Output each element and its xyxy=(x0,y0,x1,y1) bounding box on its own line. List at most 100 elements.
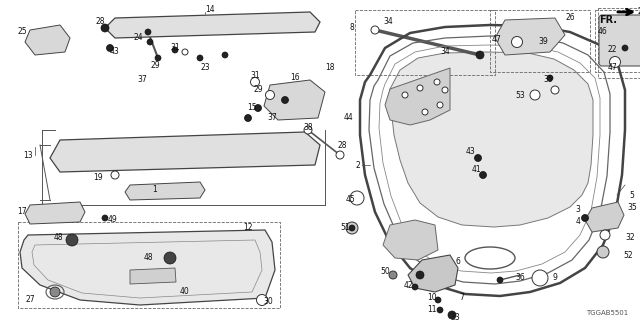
Circle shape xyxy=(336,151,344,159)
Text: 28: 28 xyxy=(337,140,347,149)
Text: 18: 18 xyxy=(325,63,335,73)
Circle shape xyxy=(147,39,153,45)
Text: 9: 9 xyxy=(552,274,557,283)
Text: 48: 48 xyxy=(143,253,153,262)
Circle shape xyxy=(258,296,266,304)
Text: 15: 15 xyxy=(247,103,257,113)
Circle shape xyxy=(244,115,252,122)
Text: 2: 2 xyxy=(356,161,360,170)
Text: 11: 11 xyxy=(428,306,436,315)
Circle shape xyxy=(412,284,418,290)
Text: 37: 37 xyxy=(267,114,277,123)
Text: 47: 47 xyxy=(492,36,502,44)
Text: 35: 35 xyxy=(543,76,553,84)
Circle shape xyxy=(597,246,609,258)
Polygon shape xyxy=(264,80,325,120)
Circle shape xyxy=(513,38,521,46)
Circle shape xyxy=(66,234,78,246)
Polygon shape xyxy=(383,220,438,260)
Polygon shape xyxy=(125,182,205,200)
Text: 23: 23 xyxy=(200,63,210,73)
Text: 6: 6 xyxy=(456,258,460,267)
Circle shape xyxy=(111,171,119,179)
Text: 24: 24 xyxy=(133,34,143,43)
Circle shape xyxy=(600,230,610,240)
Text: 40: 40 xyxy=(180,287,190,297)
Circle shape xyxy=(346,222,358,234)
Circle shape xyxy=(250,77,259,86)
Circle shape xyxy=(609,57,621,68)
Text: 52: 52 xyxy=(623,251,633,260)
Text: 29: 29 xyxy=(253,85,263,94)
Circle shape xyxy=(448,311,456,319)
Circle shape xyxy=(437,307,443,313)
Circle shape xyxy=(182,49,188,55)
Circle shape xyxy=(350,191,364,205)
Text: 7: 7 xyxy=(460,293,465,302)
Polygon shape xyxy=(408,255,458,292)
Circle shape xyxy=(101,24,109,32)
Text: 38: 38 xyxy=(303,124,313,132)
Circle shape xyxy=(145,29,151,35)
Circle shape xyxy=(50,287,60,297)
Circle shape xyxy=(155,55,161,61)
Polygon shape xyxy=(495,18,565,55)
Text: 32: 32 xyxy=(625,234,635,243)
Circle shape xyxy=(530,90,540,100)
Text: 31: 31 xyxy=(170,44,180,52)
Text: 16: 16 xyxy=(290,74,300,83)
Circle shape xyxy=(197,55,203,61)
Circle shape xyxy=(611,58,619,66)
Polygon shape xyxy=(105,12,320,38)
Text: 30: 30 xyxy=(263,298,273,307)
Polygon shape xyxy=(585,202,624,232)
Circle shape xyxy=(479,172,486,179)
Text: 43: 43 xyxy=(465,148,475,156)
Circle shape xyxy=(164,252,176,264)
Text: 14: 14 xyxy=(205,5,215,14)
Polygon shape xyxy=(385,68,450,125)
Circle shape xyxy=(416,271,424,279)
Polygon shape xyxy=(25,25,70,55)
Text: 4: 4 xyxy=(575,218,580,227)
Circle shape xyxy=(389,271,397,279)
Circle shape xyxy=(266,91,275,100)
Text: 34: 34 xyxy=(440,47,450,57)
Text: 41: 41 xyxy=(471,165,481,174)
Circle shape xyxy=(255,105,262,111)
Text: 22: 22 xyxy=(607,45,617,54)
Text: 28: 28 xyxy=(95,18,105,27)
Text: 44: 44 xyxy=(343,114,353,123)
Circle shape xyxy=(497,277,503,283)
Text: 26: 26 xyxy=(565,13,575,22)
Text: 33: 33 xyxy=(450,314,460,320)
Circle shape xyxy=(257,294,268,306)
Circle shape xyxy=(402,92,408,98)
Circle shape xyxy=(371,26,379,34)
Circle shape xyxy=(582,214,589,221)
Text: 43: 43 xyxy=(110,47,120,57)
Circle shape xyxy=(435,297,441,303)
Text: 10: 10 xyxy=(427,293,437,302)
Circle shape xyxy=(442,87,448,93)
Circle shape xyxy=(547,75,553,81)
Circle shape xyxy=(434,79,440,85)
Text: 46: 46 xyxy=(597,28,607,36)
Text: 50: 50 xyxy=(380,268,390,276)
Text: 36: 36 xyxy=(515,274,525,283)
Circle shape xyxy=(534,272,546,284)
Text: 51: 51 xyxy=(340,223,350,233)
Text: 29: 29 xyxy=(150,60,160,69)
Polygon shape xyxy=(389,52,593,227)
Text: 39: 39 xyxy=(538,37,548,46)
Circle shape xyxy=(417,85,423,91)
Circle shape xyxy=(252,78,259,85)
Text: 19: 19 xyxy=(93,173,103,182)
Circle shape xyxy=(222,52,228,58)
Circle shape xyxy=(304,126,312,134)
Circle shape xyxy=(422,109,428,115)
Circle shape xyxy=(437,102,443,108)
Text: 42: 42 xyxy=(403,281,413,290)
Text: 12: 12 xyxy=(243,223,253,233)
Text: 1: 1 xyxy=(152,186,157,195)
